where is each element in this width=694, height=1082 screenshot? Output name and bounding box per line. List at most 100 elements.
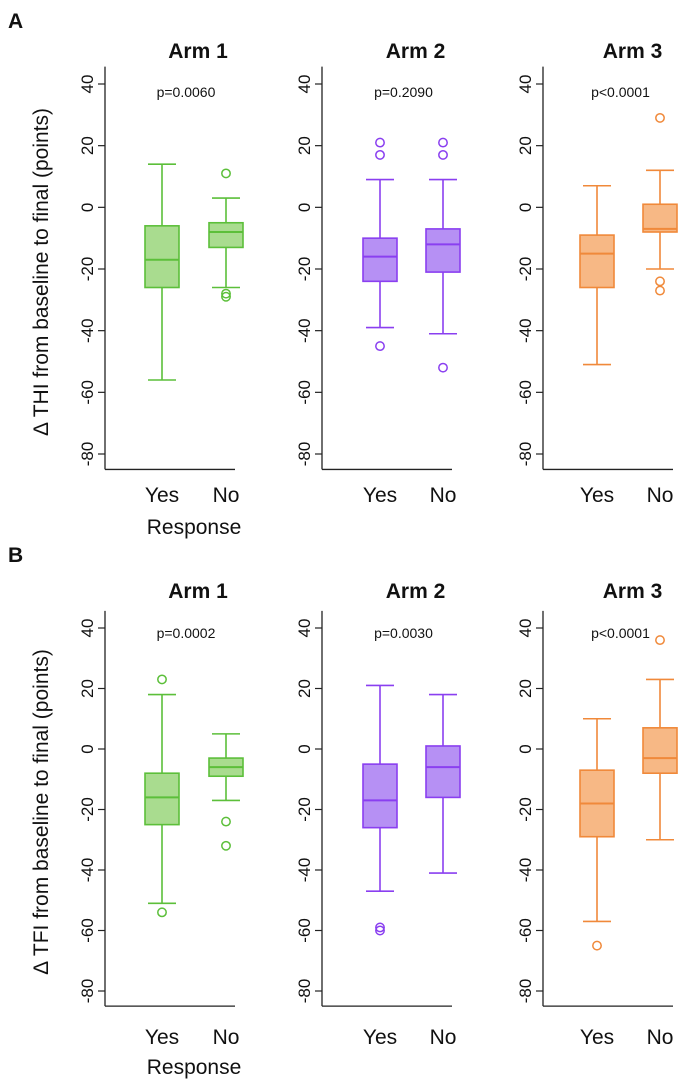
panel-letter: A (8, 10, 23, 33)
y-tick-label: 20 (516, 679, 535, 698)
y-tick-label: 0 (78, 203, 97, 212)
box-yes (362, 137, 398, 352)
y-tick-label: -40 (78, 318, 97, 343)
subplot-arm-3: Arm 3 p<0.0001 40 20 0 -20 -40 -60 -80 Yes No (516, 580, 678, 1049)
outlier-point (157, 674, 167, 685)
y-tick-label: -60 (78, 918, 97, 943)
y-tick-label: -20 (516, 797, 535, 822)
outlier-point (655, 276, 665, 287)
p-value-label: p<0.0001 (591, 84, 650, 100)
y-tick-label: -40 (295, 318, 314, 343)
y-tick-label: 20 (78, 679, 97, 698)
y-tick-label: -60 (516, 380, 535, 405)
y-tick-label: -80 (78, 979, 97, 1004)
y-tick-label: -80 (78, 442, 97, 467)
panel-a: A Δ THI from baseline to final (points) Ar… (8, 10, 678, 539)
subplot-arm-2: Arm 2 p=0.2090 40 20 0 -20 -40 -60 -80 Yes No (295, 40, 461, 507)
y-tick-label: 40 (78, 619, 97, 638)
box-no (425, 693, 461, 874)
y-tick-label: 0 (78, 744, 97, 753)
x-category-label: Yes (145, 1026, 179, 1049)
y-tick-label: -40 (516, 858, 535, 883)
box-yes (579, 717, 615, 951)
y-tick-label: 40 (295, 75, 314, 94)
outlier-point (438, 137, 448, 148)
x-category-label: Yes (580, 484, 614, 507)
outlier-point (375, 137, 385, 148)
iqr-box (362, 763, 398, 829)
y-tick-label: 0 (295, 744, 314, 753)
iqr-box (579, 234, 615, 289)
iqr-box (144, 225, 180, 289)
subplot-arm-3: Arm 3 p<0.0001 40 20 0 -20 -40 -60 -80 Yes No (516, 40, 678, 507)
subplot-title: Arm 3 (603, 580, 663, 603)
outlier-point (375, 925, 385, 936)
y-tick-label: 20 (78, 136, 97, 155)
y-tick-label: -80 (295, 979, 314, 1004)
y-tick-label: -60 (516, 918, 535, 943)
outlier-point (375, 149, 385, 160)
p-value-label: p=0.0030 (374, 625, 433, 641)
iqr-box (425, 228, 461, 273)
panel-b: B Δ TFI from baseline to final (points) Ar… (8, 544, 678, 1079)
subplot-arm-1: Arm 1 p=0.0060 40 20 0 -20 -40 -60 -80 Yes No Respo… (78, 40, 244, 539)
outlier-point (655, 112, 665, 123)
box-no (208, 168, 244, 302)
y-tick-label: -80 (295, 442, 314, 467)
y-tick-label: -40 (295, 858, 314, 883)
subplot-title: Arm 1 (168, 580, 228, 603)
subplot-title: Arm 1 (168, 40, 228, 63)
y-tick-label: -20 (78, 797, 97, 822)
outlier-point (655, 635, 665, 646)
y-tick-label: 0 (516, 744, 535, 753)
y-tick-label: 20 (516, 136, 535, 155)
y-tick-label: -80 (516, 442, 535, 467)
x-axis-label: Response (147, 1056, 242, 1079)
x-category-label: Yes (145, 484, 179, 507)
x-category-label: No (213, 1026, 240, 1049)
outlier-point (438, 362, 448, 373)
x-category-label: Yes (580, 1026, 614, 1049)
y-tick-label: -20 (78, 257, 97, 282)
iqr-box (362, 237, 398, 283)
iqr-box (642, 203, 678, 233)
outlier-point (592, 940, 602, 951)
box-no (642, 635, 678, 841)
iqr-box (208, 221, 244, 249)
y-tick-label: -60 (295, 380, 314, 405)
y-tick-label: 20 (295, 136, 314, 155)
y-tick-label: -80 (516, 979, 535, 1004)
y-tick-label: 40 (295, 619, 314, 638)
y-tick-label: 20 (295, 679, 314, 698)
y-tick-label: -60 (78, 380, 97, 405)
box-no (208, 733, 244, 851)
y-tick-label: 40 (78, 75, 97, 94)
x-category-label: Yes (363, 1026, 397, 1049)
outlier-point (221, 816, 231, 827)
outlier-point (655, 285, 665, 296)
x-category-label: Yes (363, 484, 397, 507)
x-category-label: No (213, 484, 240, 507)
y-axis-label: Δ TFI from baseline to final (points) (30, 649, 53, 975)
y-tick-label: -20 (516, 257, 535, 282)
x-category-label: No (647, 1026, 674, 1049)
p-value-label: p=0.0060 (157, 84, 216, 100)
outlier-point (221, 840, 231, 851)
iqr-box (642, 727, 678, 775)
x-category-label: No (430, 1026, 457, 1049)
y-tick-label: -40 (516, 318, 535, 343)
x-category-label: No (647, 484, 674, 507)
y-tick-label: -40 (78, 858, 97, 883)
outlier-point (221, 288, 231, 299)
outlier-point (157, 907, 167, 918)
y-tick-label: -60 (295, 918, 314, 943)
iqr-box (425, 745, 461, 799)
outlier-point (221, 291, 231, 302)
box-yes (362, 684, 398, 936)
y-tick-label: -20 (295, 797, 314, 822)
subplot-arm-2: Arm 2 p=0.0030 40 20 0 -20 -40 -60 -80 Yes No (295, 580, 461, 1049)
panel-letter: B (8, 544, 23, 567)
p-value-label: p=0.2090 (374, 84, 433, 100)
box-yes (144, 674, 180, 918)
